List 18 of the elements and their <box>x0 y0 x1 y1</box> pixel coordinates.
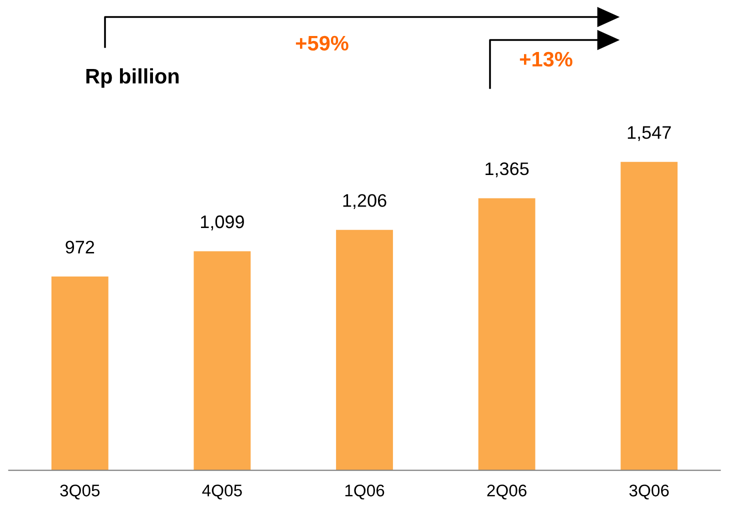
data-label: 1,206 <box>343 194 386 210</box>
bar <box>620 162 678 470</box>
bar <box>478 198 536 470</box>
text: Rp billion <box>86 68 179 88</box>
data-label: 1,365 <box>486 162 529 178</box>
bar <box>336 230 393 470</box>
text: +13% <box>520 52 572 67</box>
x-tick-label: 3Q06 <box>629 484 669 500</box>
data-label: 972 <box>66 240 94 254</box>
x-tick-label: 4Q05 <box>202 484 242 500</box>
x-tick-label: 2Q06 <box>487 484 526 500</box>
data-label: 1,099 <box>200 215 244 230</box>
bar <box>194 251 251 470</box>
text: +59% <box>296 36 348 51</box>
x-tick-label: 1Q06 <box>345 484 384 500</box>
data-label: 1,547 <box>628 126 671 142</box>
bar <box>51 276 108 470</box>
x-tick-label: 3Q05 <box>60 484 100 500</box>
